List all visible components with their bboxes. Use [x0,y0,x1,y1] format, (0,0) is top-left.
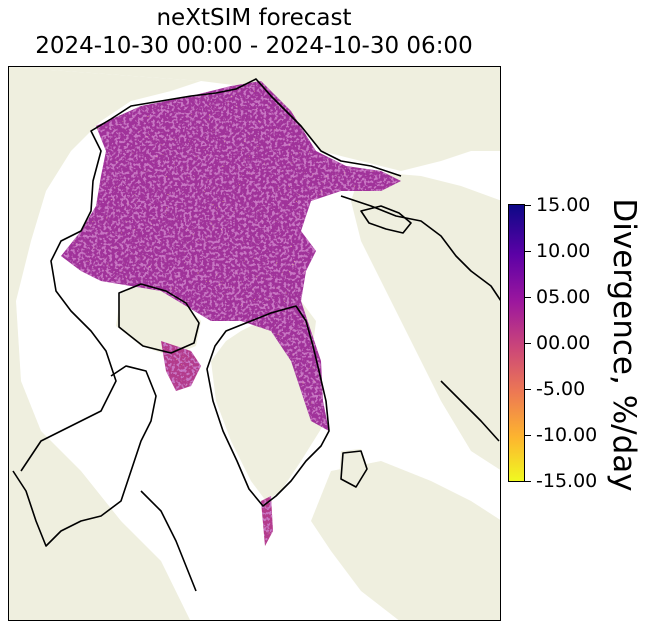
coastlines [12,78,500,592]
coastline-siberia [340,195,500,301]
colorbar-tick-mark [525,435,531,436]
coastline-scandinavia [440,380,500,442]
colorbar-tick-mark [525,389,531,390]
coastline-greenland [206,305,330,507]
colorbar-tick-label: -15.00 [536,470,598,492]
land-siberia-east [351,171,500,470]
coastline-novaya-zemlya [360,205,412,234]
coastline-alaska [12,365,157,547]
colorbar-tick-label: 15.00 [536,194,591,216]
colorbar [508,204,525,482]
colorbar-tick-mark [525,481,531,482]
colorbar-tick-label: 05.00 [536,286,591,308]
colorbar-tick-label: 00.00 [536,332,591,354]
coastline-arctic-islands [118,283,200,354]
colorbar-tick-label: -5.00 [536,378,586,400]
colorbar-tick-mark [525,205,531,206]
coastline-hudson [140,490,197,592]
land-alaska-canada [9,67,201,620]
land-areas [9,67,500,620]
arctic-map [9,67,500,620]
land-north-rim [9,67,500,171]
colorbar-tick-mark [525,251,531,252]
plot-title-line-2: 2024-10-30 00:00 - 2024-10-30 06:00 [35,33,473,59]
coastline-svalbard [340,450,368,488]
coastline-canada [20,78,402,472]
map-panel [8,66,501,621]
colorbar-tick-mark [525,343,531,344]
plot-title-line-1: neXtSIM forecast [156,5,352,31]
colorbar-tick-label: -10.00 [536,424,598,446]
land-arctic-islands [116,281,201,356]
sea-ice-divergence-hudson [261,496,273,546]
colorbar-tick-mark [525,297,531,298]
colorbar-title: Divergence, %/day [606,198,642,492]
sea-ice-divergence [61,81,401,431]
colorbar-tick-label: 10.00 [536,240,591,262]
land-europe [311,461,500,620]
